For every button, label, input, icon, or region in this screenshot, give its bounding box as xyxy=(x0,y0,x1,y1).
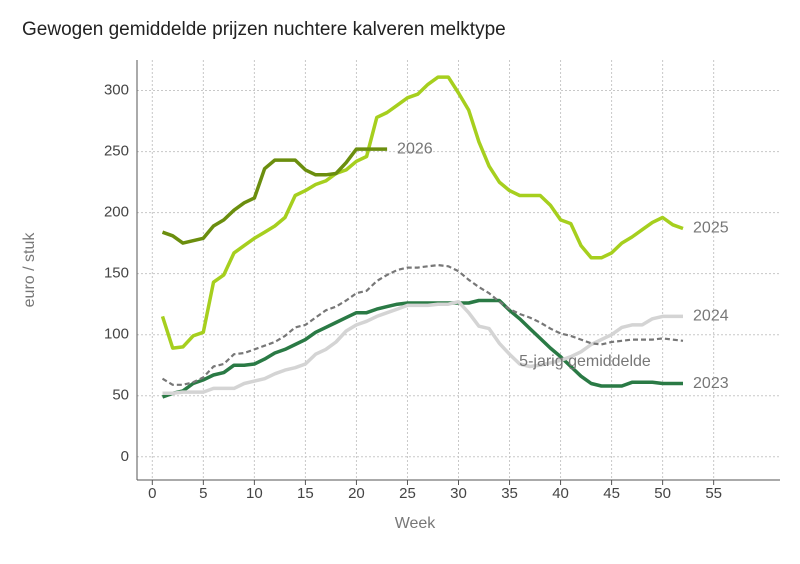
x-tick-label: 35 xyxy=(501,485,518,502)
x-tick-label: 25 xyxy=(399,485,416,502)
x-tick-label: 55 xyxy=(705,485,722,502)
series-label: 2024 xyxy=(693,308,729,325)
chart-title: Gewogen gemiddelde prijzen nuchtere kalv… xyxy=(22,19,506,40)
series-line xyxy=(162,299,683,396)
y-tick-label: 100 xyxy=(104,326,129,343)
x-tick-label: 0 xyxy=(148,485,156,502)
x-tick-label: 50 xyxy=(654,485,671,502)
y-axis-label: euro / stuk xyxy=(21,232,38,308)
x-tick-label: 15 xyxy=(297,485,314,502)
series-label: 2025 xyxy=(693,220,729,237)
x-tick-label: 10 xyxy=(246,485,263,502)
series-line xyxy=(161,264,684,386)
y-tick-label: 150 xyxy=(104,265,129,282)
y-tick-label: 0 xyxy=(121,448,129,465)
series-label: 2023 xyxy=(693,375,729,392)
y-tick-label: 50 xyxy=(112,387,129,404)
series-label: 2026 xyxy=(397,140,433,157)
series-line xyxy=(161,298,683,399)
y-tick-label: 300 xyxy=(104,81,129,98)
y-tick-label: 250 xyxy=(104,143,129,160)
y-tick-label: 200 xyxy=(104,204,129,221)
x-tick-label: 45 xyxy=(603,485,620,502)
x-axis-label: Week xyxy=(395,515,437,532)
x-tick-label: 30 xyxy=(450,485,467,502)
series-label: 5-jarig gemiddelde xyxy=(519,353,651,370)
series-line xyxy=(160,75,684,350)
x-tick-label: 20 xyxy=(348,485,365,502)
x-tick-label: 5 xyxy=(199,485,207,502)
series-line xyxy=(161,147,388,245)
x-tick-label: 40 xyxy=(552,485,569,502)
